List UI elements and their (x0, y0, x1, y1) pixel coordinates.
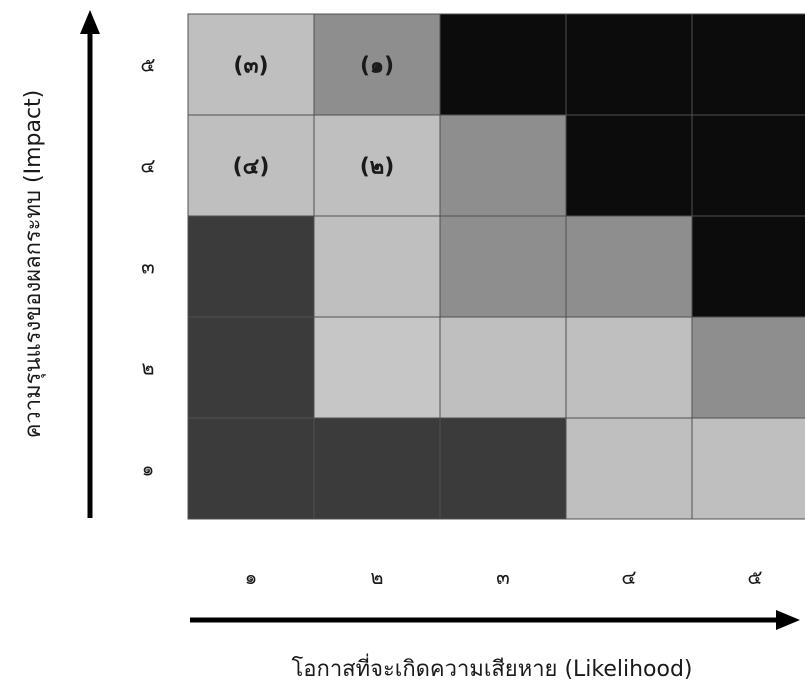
heatmap-cell (187, 215, 315, 318)
cell-label: (๔) (233, 155, 270, 180)
x-axis-arrow (190, 610, 800, 630)
y-axis-ticks: ๑ ๒ ๓ ๔ ๕ (140, 53, 155, 481)
heatmap-cell (313, 13, 441, 116)
y-tick-label: ๑ (142, 457, 155, 481)
heatmap-cell (691, 114, 805, 217)
arrow-up-icon (80, 10, 100, 34)
arrow-right-icon (776, 610, 800, 630)
heatmap-cell (313, 215, 441, 318)
heatmap-cell (439, 114, 567, 217)
x-tick-label: ๕ (747, 565, 762, 589)
cell-label: (๓) (233, 54, 268, 79)
heatmap-cell (565, 417, 693, 520)
heatmap-cell (439, 215, 567, 318)
cell-label: (๒) (360, 155, 395, 180)
x-axis-ticks: ๑ ๒ ๓ ๔ ๕ (245, 565, 763, 589)
y-tick-label: ๒ (141, 356, 154, 380)
heatmap-cell (565, 114, 693, 217)
heatmap-cell (691, 215, 805, 318)
heatmap-cell (187, 114, 315, 217)
cell-label: (๑) (360, 54, 394, 79)
y-axis-arrow (80, 10, 100, 518)
x-tick-label: ๑ (245, 565, 258, 589)
heatmap-cell (691, 13, 805, 116)
x-tick-label: ๒ (370, 565, 383, 589)
heatmap-cell (691, 316, 805, 419)
heatmap-cell (439, 316, 567, 419)
heatmap-cell (187, 417, 315, 520)
x-axis-title: โอกาสที่จะเกิดความเสียหาย (Likelihood) (291, 653, 692, 682)
y-tick-label: ๕ (140, 53, 155, 77)
heatmap-cell (187, 13, 315, 116)
x-tick-label: ๓ (496, 565, 510, 589)
y-tick-label: ๓ (141, 255, 155, 279)
heatmap-grid: (๓) (๑) (๔) (๒) (187, 13, 805, 520)
heatmap-cell (439, 13, 567, 116)
x-tick-label: ๔ (621, 565, 636, 589)
heatmap-cell (691, 417, 805, 520)
heatmap-cell (565, 316, 693, 419)
heatmap-cell (313, 316, 441, 419)
heatmap-cell (439, 417, 567, 520)
heatmap-cell (313, 417, 441, 520)
y-tick-label: ๔ (140, 154, 155, 178)
heatmap-cell (313, 114, 441, 217)
heatmap-cell (187, 316, 315, 419)
heatmap-cell (565, 13, 693, 116)
y-axis-title: ความรุนแรงของผลกระทบ (Impact) (21, 90, 46, 439)
heatmap-cell (565, 215, 693, 318)
